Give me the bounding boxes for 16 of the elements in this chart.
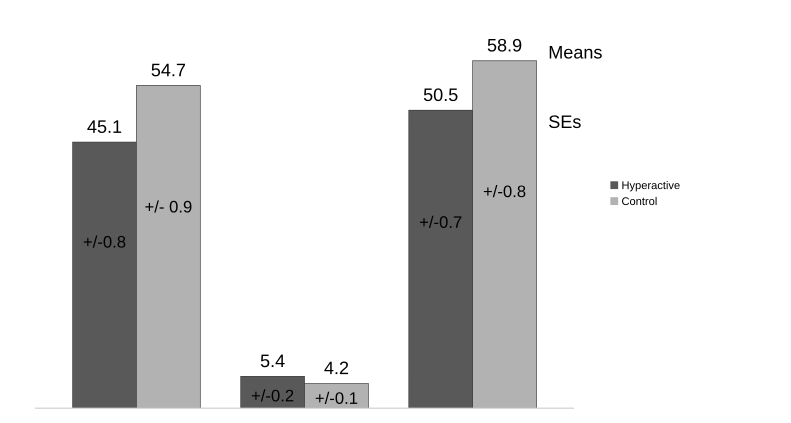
- annotation: +/-0.8: [484, 185, 526, 198]
- annotation: +/-0.2: [252, 389, 294, 402]
- legend-label: Hyperactive: [622, 181, 680, 192]
- annotation: +/-0.8: [84, 235, 126, 248]
- annotation: SEs: [549, 115, 581, 128]
- legend-label: Control: [622, 196, 657, 206]
- data-label: 50.5: [424, 88, 458, 102]
- annotation: +/- 0.9: [145, 200, 192, 213]
- annotation: +/-0.7: [420, 216, 462, 228]
- data-label: 5.4: [260, 354, 285, 368]
- data-label: 58.9: [488, 38, 522, 52]
- data-label: 4.2: [324, 362, 348, 374]
- annotation: +/-0.1: [316, 392, 358, 404]
- text: Means: [550, 46, 602, 59]
- data-label: 54.7: [152, 64, 186, 76]
- data-label: 45.1: [87, 120, 122, 134]
